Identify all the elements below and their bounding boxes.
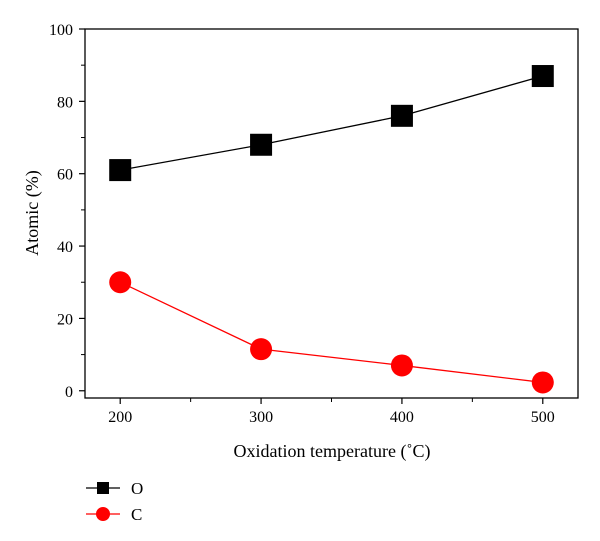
series-line bbox=[120, 75, 543, 171]
legend-label: O bbox=[131, 479, 143, 498]
y-tick-label: 40 bbox=[57, 239, 73, 256]
y-axis-label: Atomic (%) bbox=[22, 170, 43, 255]
legend: OC bbox=[86, 479, 143, 524]
legend-label: C bbox=[131, 505, 142, 524]
legend-marker bbox=[96, 507, 110, 521]
plot-frame bbox=[84, 28, 579, 399]
y-tick-label: 20 bbox=[57, 311, 73, 328]
x-tick-label: 500 bbox=[531, 409, 555, 426]
data-point-o-300 bbox=[250, 133, 273, 156]
data-point-o-200 bbox=[109, 159, 132, 182]
legend-item-o: O bbox=[86, 479, 143, 498]
y-tick-label: 0 bbox=[65, 384, 73, 401]
x-tick-label: 300 bbox=[249, 409, 273, 426]
data-point-c-500 bbox=[531, 371, 554, 394]
x-axis: 200 300 400 500 bbox=[108, 398, 555, 426]
data-point-o-400 bbox=[390, 104, 413, 127]
y-axis: 0 20 40 60 80 100 bbox=[49, 22, 85, 401]
x-tick-label: 200 bbox=[108, 409, 132, 426]
legend-marker bbox=[97, 482, 109, 494]
x-axis-label: Oxidation temperature (˚C) bbox=[234, 441, 431, 462]
data-point-c-300 bbox=[250, 338, 273, 361]
legend-item-c: C bbox=[86, 505, 142, 524]
data-point-o-500 bbox=[531, 65, 554, 88]
series-line bbox=[119, 281, 543, 384]
data-point-c-200 bbox=[109, 271, 132, 294]
y-tick-label: 80 bbox=[57, 94, 73, 111]
series-o bbox=[109, 65, 554, 182]
x-tick-label: 400 bbox=[390, 409, 414, 426]
data-point-c-400 bbox=[390, 354, 413, 377]
y-tick-label: 60 bbox=[57, 167, 73, 184]
series-layer bbox=[109, 65, 554, 394]
series-c bbox=[109, 271, 554, 394]
y-tick-label: 100 bbox=[49, 22, 73, 39]
